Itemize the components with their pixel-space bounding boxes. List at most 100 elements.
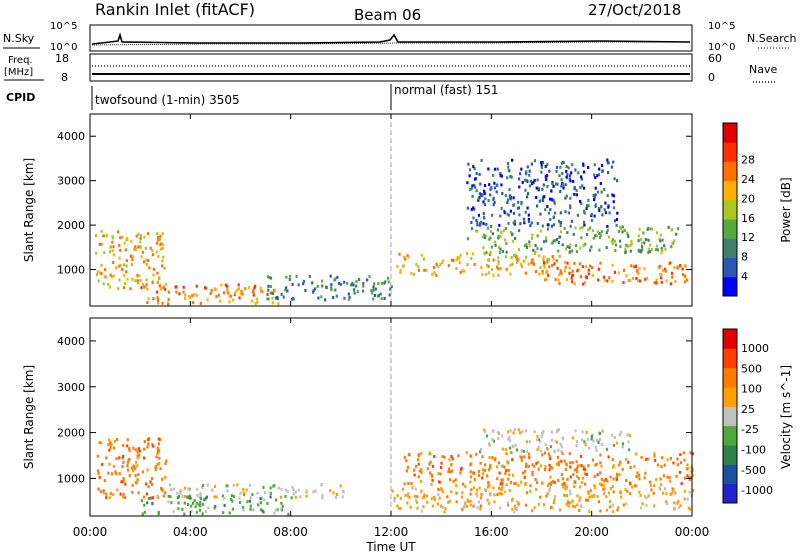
data-cell xyxy=(226,489,229,493)
data-cell xyxy=(540,163,543,167)
data-cell xyxy=(497,437,500,441)
data-cell xyxy=(525,491,529,495)
data-cell xyxy=(559,221,562,224)
data-cell xyxy=(544,262,547,266)
data-cell xyxy=(102,491,105,495)
data-cell xyxy=(124,282,127,286)
velocity-colorbar-swatches xyxy=(723,329,737,504)
data-cell xyxy=(574,226,577,230)
data-cell xyxy=(581,476,585,480)
data-cell xyxy=(622,281,625,285)
data-cell xyxy=(600,230,603,234)
data-cell xyxy=(134,248,137,252)
data-cell xyxy=(233,495,236,499)
data-cell xyxy=(637,272,640,275)
data-cell xyxy=(619,490,622,494)
data-cell xyxy=(612,443,616,447)
data-cell xyxy=(593,475,596,478)
data-cell xyxy=(284,494,287,498)
data-cell xyxy=(666,458,669,462)
data-cell xyxy=(559,269,562,273)
data-cell xyxy=(640,455,643,459)
data-cell xyxy=(407,494,410,498)
data-cell xyxy=(617,506,620,510)
data-cell xyxy=(156,446,159,450)
data-cell xyxy=(539,212,542,216)
data-cell xyxy=(420,509,423,513)
data-cell xyxy=(567,211,570,215)
data-cell xyxy=(603,208,606,212)
data-cell xyxy=(537,438,540,442)
data-cell xyxy=(500,488,503,491)
data-cell xyxy=(418,469,421,473)
data-cell xyxy=(420,452,423,455)
data-cell xyxy=(579,199,582,203)
data-cell xyxy=(671,488,674,492)
data-cell xyxy=(655,248,658,251)
colorbar-swatch xyxy=(723,180,737,201)
data-cell xyxy=(583,170,586,174)
data-cell xyxy=(476,488,479,492)
data-cell xyxy=(430,497,433,501)
data-cell xyxy=(294,495,297,499)
data-cell xyxy=(489,250,492,254)
data-cell xyxy=(618,433,621,437)
data-cell xyxy=(142,495,146,499)
data-cell xyxy=(506,212,509,216)
data-cell xyxy=(671,275,674,279)
data-cell xyxy=(571,273,574,277)
data-cell xyxy=(623,229,626,233)
data-cell xyxy=(485,251,488,255)
data-cell xyxy=(512,473,515,477)
data-cell xyxy=(139,240,142,244)
data-cell xyxy=(691,468,694,472)
data-cell xyxy=(226,287,229,291)
data-cell xyxy=(557,278,560,282)
data-cell xyxy=(626,433,629,436)
data-cell xyxy=(399,269,402,272)
data-cell xyxy=(432,495,435,499)
data-cell xyxy=(615,476,618,480)
data-cell xyxy=(105,492,108,496)
data-cell xyxy=(643,241,646,245)
data-cell xyxy=(156,290,159,294)
colorbar-tick-label: -25 xyxy=(741,423,759,436)
data-cell xyxy=(584,265,587,269)
data-cell xyxy=(612,200,615,204)
data-cell xyxy=(246,500,249,504)
data-cell xyxy=(482,211,485,215)
data-cell xyxy=(131,490,134,494)
data-cell xyxy=(677,505,681,509)
data-cell xyxy=(161,259,164,263)
x-axis: 00:00 04:00 08:00 12:00 16:00 20:00 00:00 xyxy=(73,114,709,539)
data-cell xyxy=(569,475,572,479)
data-cell xyxy=(609,500,612,504)
data-cell xyxy=(664,247,667,251)
data-cell xyxy=(136,279,139,283)
data-cell xyxy=(355,284,358,288)
noise-panel-frame xyxy=(89,24,693,52)
data-cell xyxy=(184,486,187,490)
data-cell xyxy=(581,184,584,188)
data-cell xyxy=(483,184,487,187)
data-cell xyxy=(489,463,492,467)
data-cell xyxy=(377,282,380,286)
data-cell xyxy=(494,240,497,244)
data-cell xyxy=(137,245,140,249)
data-cell xyxy=(477,500,481,504)
data-cell xyxy=(487,468,490,472)
data-cell xyxy=(199,500,202,504)
data-cell xyxy=(630,264,633,268)
data-cell xyxy=(487,271,491,275)
data-cell xyxy=(599,182,602,185)
data-cell xyxy=(145,278,148,282)
data-cell xyxy=(447,264,450,268)
data-cell xyxy=(199,504,202,508)
data-cell xyxy=(431,504,435,508)
data-cell xyxy=(680,482,683,486)
data-cell xyxy=(188,494,191,498)
data-cell xyxy=(595,449,598,453)
data-cell xyxy=(163,266,166,270)
data-cell xyxy=(332,491,335,495)
